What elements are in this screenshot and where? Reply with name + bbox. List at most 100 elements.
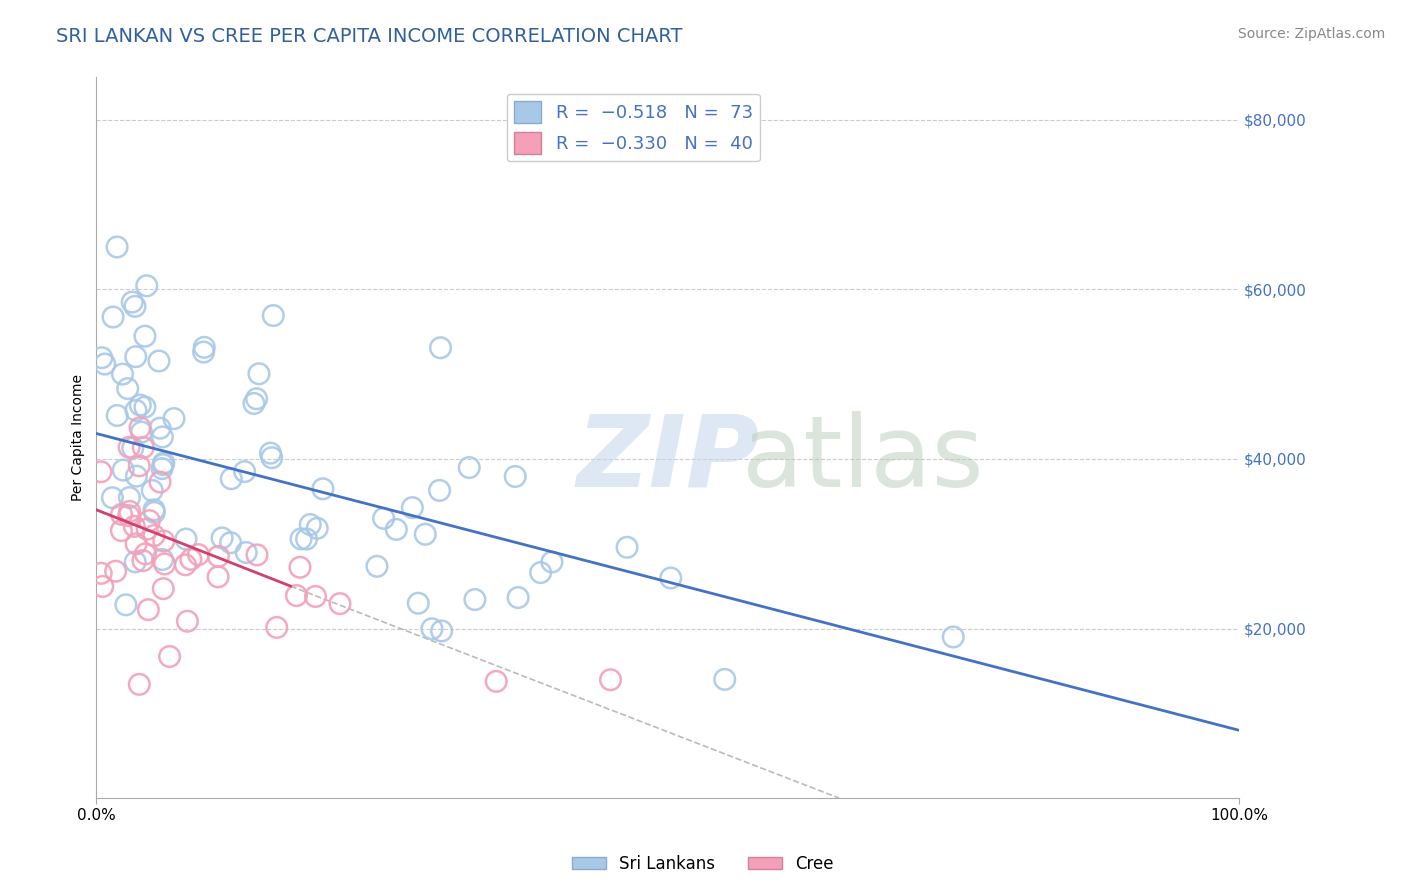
Point: [659, 571, 682, 585]
Point: [153, 456, 176, 470]
Point: [90, 566, 112, 581]
Point: [101, 310, 124, 324]
Point: [111, 367, 134, 381]
Point: [90, 351, 112, 365]
Point: [132, 553, 155, 567]
Point: [176, 614, 198, 628]
Point: [129, 420, 152, 434]
Point: [616, 541, 638, 555]
Point: [312, 482, 335, 496]
Point: [90, 465, 112, 479]
Text: SRI LANKAN VS CREE PER CAPITA INCOME CORRELATION CHART: SRI LANKAN VS CREE PER CAPITA INCOME COR…: [56, 27, 683, 45]
Point: [429, 483, 451, 498]
Point: [134, 547, 156, 561]
Point: [247, 367, 270, 381]
Y-axis label: Per Capita Income: Per Capita Income: [72, 375, 86, 501]
Point: [193, 345, 215, 359]
Point: [219, 535, 242, 549]
Point: [329, 597, 352, 611]
Text: ZIP: ZIP: [576, 411, 759, 508]
Point: [458, 460, 481, 475]
Point: [243, 396, 266, 410]
Point: [299, 517, 322, 532]
Point: [136, 602, 159, 616]
Point: [430, 624, 453, 638]
Point: [125, 350, 148, 364]
Point: [464, 592, 486, 607]
Legend: Sri Lankans, Cree: Sri Lankans, Cree: [565, 848, 841, 880]
Point: [124, 555, 146, 569]
Point: [485, 674, 508, 689]
Point: [401, 500, 423, 515]
Point: [235, 545, 257, 559]
Point: [135, 278, 157, 293]
Point: [128, 677, 150, 691]
Point: [131, 425, 153, 439]
Point: [150, 430, 173, 444]
Point: [304, 590, 326, 604]
Point: [385, 523, 408, 537]
Point: [118, 508, 141, 523]
Point: [143, 528, 166, 542]
Point: [193, 340, 215, 354]
Point: [91, 579, 114, 593]
Point: [105, 409, 128, 423]
Point: [152, 534, 174, 549]
Point: [112, 463, 135, 477]
Point: [174, 558, 197, 572]
Point: [942, 630, 965, 644]
Point: [134, 329, 156, 343]
Point: [207, 549, 229, 564]
Point: [233, 465, 256, 479]
Point: [713, 673, 735, 687]
Point: [115, 598, 138, 612]
Point: [429, 341, 451, 355]
Point: [143, 503, 166, 517]
Point: [530, 566, 553, 580]
Text: Source: ZipAtlas.com: Source: ZipAtlas.com: [1237, 27, 1385, 41]
Point: [152, 552, 174, 566]
Point: [152, 458, 174, 472]
Point: [132, 441, 155, 455]
Point: [219, 472, 242, 486]
Point: [211, 531, 233, 545]
Point: [152, 582, 174, 596]
Point: [121, 441, 143, 455]
Point: [245, 392, 267, 406]
Point: [413, 527, 436, 541]
Point: [266, 620, 288, 634]
Point: [508, 591, 530, 605]
Point: [143, 505, 166, 519]
Point: [159, 649, 181, 664]
Point: [207, 570, 229, 584]
Point: [125, 469, 148, 483]
Point: [420, 622, 443, 636]
Point: [125, 403, 148, 417]
Point: [128, 458, 150, 473]
Point: [290, 532, 312, 546]
Point: [366, 559, 388, 574]
Point: [262, 309, 284, 323]
Point: [94, 357, 117, 371]
Point: [105, 240, 128, 254]
Point: [124, 299, 146, 313]
Point: [180, 552, 202, 566]
Point: [118, 440, 141, 454]
Point: [117, 382, 139, 396]
Point: [599, 673, 621, 687]
Point: [503, 469, 526, 483]
Point: [174, 532, 197, 546]
Point: [288, 560, 311, 574]
Point: [124, 519, 146, 533]
Point: [307, 521, 329, 535]
Point: [138, 514, 160, 528]
Point: [163, 411, 186, 425]
Point: [110, 524, 132, 538]
Point: [129, 398, 152, 412]
Point: [125, 537, 148, 551]
Point: [285, 589, 308, 603]
Point: [149, 421, 172, 435]
Point: [104, 564, 127, 578]
Point: [118, 504, 141, 518]
Point: [149, 475, 172, 489]
